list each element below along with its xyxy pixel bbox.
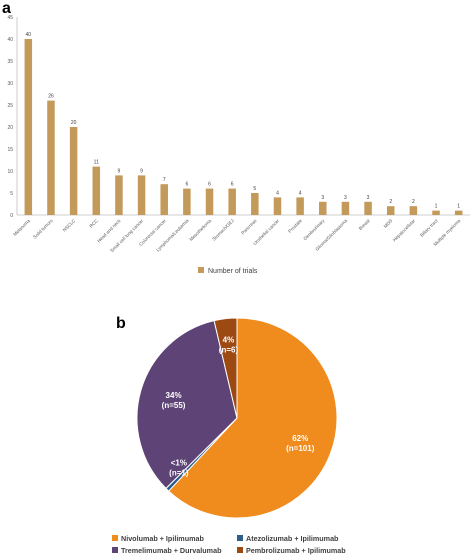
bar-value-label: 3 [367,195,370,201]
bar-value-label: 9 [140,168,143,174]
x-tick-label: Breast [358,218,371,231]
x-tick-label: Genitourinary [302,218,326,242]
slice-percent-label: 4% [223,335,235,344]
bar [69,127,78,215]
bar-value-label: 1 [435,204,438,210]
slice-percent-label: 34% [166,391,182,400]
panel-a-label: a [2,0,11,17]
slice-count-label: (n=1) [169,469,189,478]
x-tick-label: RCC [88,218,99,229]
bar-value-label: 20 [71,120,77,126]
bar [432,210,440,215]
pie-chart: 62%(n=101) <1%(n=1) 34%(n=55) 4%(n=6) Nivolu… [112,317,346,555]
slice-percent-label: <1% [171,459,187,468]
bar-value-label: 4 [276,190,279,196]
bar [454,210,463,215]
bar-value-label: 1 [457,204,460,210]
bar-value-label: 6 [231,182,234,188]
bar [205,188,214,215]
legend-swatch [237,547,243,553]
slice-count-label: (n=6) [219,345,239,354]
bar-value-label: 7 [163,177,166,183]
y-tick-label: 40 [7,37,13,43]
y-tick-label: 45 [7,15,13,21]
bar-value-label: 9 [118,168,121,174]
legend-label: Pembrolizumab + Ipilimumab [246,546,346,555]
bar [115,175,123,215]
bar [137,175,146,215]
legend-swatch [198,267,204,273]
bar [273,197,282,215]
slice-count-label: (n=55) [162,401,186,410]
bar [409,206,418,215]
bar-value-label: 4 [299,190,302,196]
bar-value-label: 3 [321,195,324,201]
x-tick-label: NSCLC [62,218,77,233]
legend-label: Number of trials [208,268,258,275]
bar [92,166,101,215]
y-tick-label: 0 [10,213,13,219]
pie-slice [136,320,238,490]
slice-percent-label: 62% [292,434,308,443]
bar [341,201,350,215]
bar [24,39,33,215]
pie-slice [168,317,338,519]
bar-value-label: 26 [48,94,54,100]
slice-count-label: (n=101) [286,444,315,453]
bar [160,184,168,215]
bar [183,188,191,215]
legend-label: Atezolizumab + Ipilimumab [246,534,339,543]
bar-value-label: 40 [26,32,32,38]
x-tick-label: Stomach/GEJ [211,218,235,242]
bar [47,100,55,215]
y-tick-label: 25 [7,103,13,109]
x-tick-label: Solid tumors [32,218,54,240]
legend-swatch [112,535,118,541]
x-tick-label: Mesothelioma [188,218,212,242]
legend-swatch [237,535,243,541]
y-tick-label: 20 [7,125,13,131]
bar-value-label: 2 [389,199,392,205]
x-tick-label: MDS [383,218,394,229]
bar [228,188,236,215]
x-tick-label: Biliary tract [419,218,439,238]
legend-swatch [112,547,118,553]
bar-value-label: 2 [412,199,415,205]
pie-legend: Nivolumab + Ipilimumab Atezolizumab + Ipi… [112,534,346,555]
bar-value-label: 11 [94,160,99,166]
bar [319,201,327,215]
x-tick-label: Melanoma [12,218,31,237]
bar-value-label: 5 [253,186,256,192]
bar [251,193,259,215]
y-tick-label: 15 [7,147,13,153]
legend-label: Nivolumab + Ipilimumab [121,534,204,543]
bar-legend: Number of trials [198,267,258,275]
bar-value-label: 3 [344,195,347,201]
x-tick-label: Pancreas [240,218,258,236]
bar [364,201,372,215]
bar [296,197,304,215]
x-tick-label: Prostate [287,218,303,234]
bar-value-label: 6 [208,182,211,188]
x-tick-label: Hepatocellular [392,218,417,243]
y-tick-label: 10 [7,169,13,175]
y-tick-label: 5 [10,191,13,197]
pie-slice [213,317,238,419]
panel-b-label: b [116,315,126,332]
legend-label: Tremelimumab + Durvalumab [121,546,222,555]
bar [386,206,395,215]
y-tick-label: 30 [7,81,13,87]
bar-value-label: 6 [185,182,188,188]
y-tick-label: 35 [7,59,13,65]
